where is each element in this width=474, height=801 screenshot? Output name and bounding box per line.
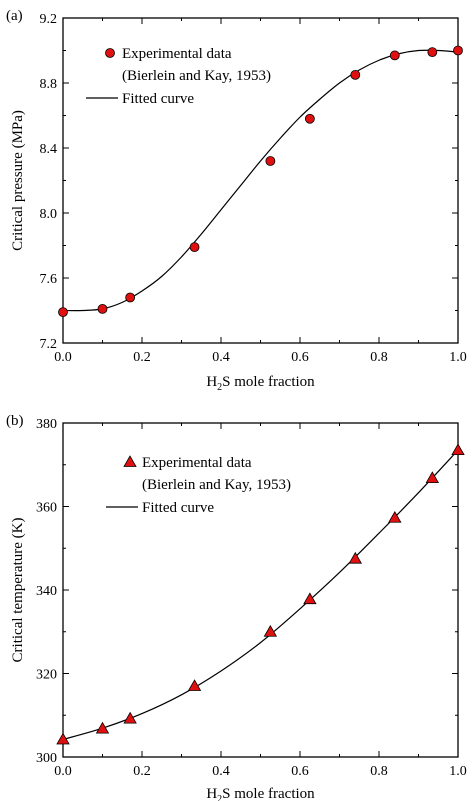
data-point [189,242,200,253]
legend-label-experimental-source: (Bierlein and Kay, 1953) [142,477,291,493]
x-tick-label: 0.8 [370,764,388,779]
x-axis-label: H2S mole fraction [206,374,315,393]
x-tick-label: 0.4 [212,350,230,365]
legend-label-fitted: Fitted curve [122,91,194,107]
fitted-curve-line [62,49,459,312]
y-tick-label: 8.0 [40,207,58,222]
data-point [303,592,317,605]
chart-panel-1: 0.0 0.2 0.4 0.6 0.8 1.0 300 320 340 360 380 H2S mol… [6,413,467,801]
y-tick-label: 360 [36,501,57,516]
data-point [388,510,402,523]
x-axis-label: H2S mole fraction [206,786,315,801]
data-point [304,113,315,124]
data-point [427,47,438,58]
x-tick-label: 0.6 [291,764,309,779]
panel-label: (a) [6,8,23,24]
y-axis-label: Critical temperature (K) [10,518,26,663]
x-tick-label: 0.4 [212,764,230,779]
x-tick-label: 1.0 [449,764,467,779]
legend-label-experimental: Experimental data [122,46,232,62]
data-point [95,721,110,734]
y-tick-label: 7.2 [40,337,58,352]
legend-label-experimental-source: (Bierlein and Kay, 1953) [122,68,271,84]
data-point [350,69,361,80]
x-tick-label: 0.0 [54,764,72,779]
data-point [348,551,362,564]
x-tick-label: 0.2 [133,764,151,779]
y-tick-label: 8.8 [40,77,58,92]
y-tick-label: 300 [36,751,57,766]
x-tick-label: 0.6 [291,350,309,365]
y-tick-label: 320 [36,668,57,683]
chart-panel-0: 0.0 0.2 0.4 0.6 0.8 1.0 7.2 7.6 8.0 8.4 8.8 9.2 H2S … [6,8,467,393]
y-tick-label: 7.6 [40,272,58,287]
y-tick-label: 8.4 [40,142,58,157]
plot-frame [62,17,459,344]
data-point [263,624,278,637]
data-point [187,679,202,691]
data-point [453,45,463,56]
data-point [56,732,70,745]
data-point [125,292,136,303]
x-tick-label: 1.0 [449,350,467,365]
legend-label-fitted: Fitted curve [142,500,214,516]
data-point [97,303,108,314]
y-tick-label: 340 [36,584,57,599]
y-tick-label: 9.2 [40,12,58,27]
legend-marker-experimental [123,455,137,467]
data-point [451,443,465,456]
data-point [389,50,400,61]
plot-frame [62,422,459,758]
data-point [58,307,68,318]
legend-marker-experimental [105,48,115,58]
x-tick-label: 0.0 [54,350,72,365]
data-point [123,711,137,724]
data-point [265,156,276,166]
data-point [425,471,440,484]
legend-label-experimental: Experimental data [142,455,252,471]
x-tick-label: 0.2 [133,350,151,365]
fitted-curve-line [62,449,459,741]
y-tick-label: 380 [36,417,57,432]
y-axis-label: Critical pressure (MPa) [10,110,26,251]
x-tick-label: 0.8 [370,350,388,365]
panel-label: (b) [6,413,24,429]
